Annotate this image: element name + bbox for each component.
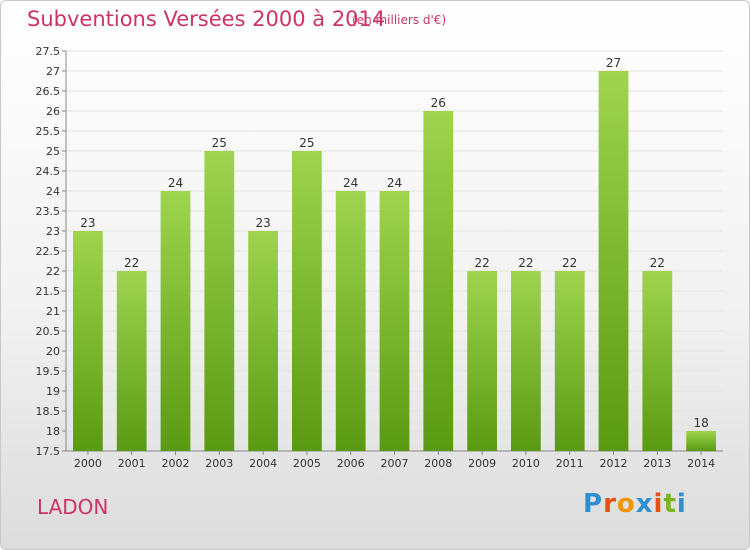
x-tick-label-2000: 2000 [74, 457, 102, 470]
bar-2003 [204, 151, 235, 451]
y-tick-label: 21.5 [36, 285, 61, 298]
x-tick-label-2005: 2005 [293, 457, 321, 470]
bar-2000 [73, 231, 103, 451]
y-tick-label: 21 [46, 305, 60, 318]
bar-2013 [642, 271, 673, 451]
y-tick-label: 25 [46, 145, 60, 158]
value-label-2009: 22 [474, 256, 489, 270]
logo-letter: i [676, 489, 687, 519]
x-tick-label-2014: 2014 [687, 457, 715, 470]
logo-letter: t [663, 489, 677, 519]
x-tick-label-2002: 2002 [162, 457, 190, 470]
x-tick-label-2008: 2008 [424, 457, 452, 470]
y-tick-label: 26 [46, 105, 60, 118]
x-tick-label-2003: 2003 [205, 457, 233, 470]
y-tick-label: 20.5 [36, 325, 61, 338]
chart-subtitle: (en milliers d'€) [352, 13, 447, 27]
bars [73, 71, 716, 451]
y-tick-label: 25.5 [36, 125, 61, 138]
x-tick-label-2004: 2004 [249, 457, 277, 470]
y-tick-label: 24 [46, 185, 60, 198]
x-tick-label-2013: 2013 [643, 457, 671, 470]
value-label-2003: 25 [212, 136, 227, 150]
y-tick-label: 26.5 [36, 85, 61, 98]
y-tick-label: 24.5 [36, 165, 61, 178]
bar-2001 [116, 271, 147, 451]
bar-2004 [248, 231, 278, 451]
y-tick-label: 23.5 [36, 205, 61, 218]
value-label-2011: 22 [562, 256, 577, 270]
y-tick-label: 27 [46, 65, 60, 78]
value-label-2010: 22 [518, 256, 533, 270]
value-label-2001: 22 [124, 256, 139, 270]
value-label-2008: 26 [431, 96, 446, 110]
value-label-2002: 24 [168, 176, 183, 190]
value-label-2004: 23 [255, 216, 270, 230]
y-tick-label: 18.5 [36, 405, 61, 418]
bar-2008 [423, 111, 454, 451]
y-tick-label: 27.5 [36, 45, 61, 58]
y-tick-label: 22 [46, 265, 60, 278]
value-label-2012: 27 [606, 56, 621, 70]
tick-labels: 17.5 18 18.5 19 19.5 20 20.5 21 21.5 22 22.5 23 23.5… [36, 45, 716, 470]
x-tick-label-2006: 2006 [337, 457, 365, 470]
bar-2005 [292, 151, 322, 451]
value-label-2014: 18 [693, 416, 708, 430]
y-tick-label: 20 [46, 345, 60, 358]
value-label-2013: 22 [650, 256, 665, 270]
x-tick-label-2012: 2012 [600, 457, 628, 470]
bar-2002 [160, 191, 191, 451]
y-tick-label: 18 [46, 425, 60, 438]
logo-letter: i [653, 489, 664, 519]
logo-letter: P [583, 489, 604, 519]
value-label-2007: 24 [387, 176, 402, 190]
logo-letter: r [603, 489, 617, 519]
bar-2006 [335, 191, 366, 451]
proxiti-logo[interactable]: Proxiti [583, 489, 687, 519]
bar-2011 [554, 271, 585, 451]
chart-title: Subventions Versées 2000 à 2014 [27, 7, 386, 31]
bar-2012 [598, 71, 629, 451]
bar-2010 [511, 271, 541, 451]
y-tick-label: 19 [46, 385, 60, 398]
value-label-2005: 25 [299, 136, 314, 150]
bar-2009 [467, 271, 497, 451]
x-tick-label-2010: 2010 [512, 457, 540, 470]
bar-2007 [379, 191, 410, 451]
y-tick-label: 17.5 [36, 445, 61, 458]
commune-name: LADON [37, 495, 109, 519]
y-tick-label: 23 [46, 225, 60, 238]
value-labels: 23 22 24 25 23 25 24 24 26 22 22 22 27 22 18 [80, 56, 708, 430]
bar-2014 [686, 431, 716, 451]
value-label-2000: 23 [80, 216, 95, 230]
logo-letter: x [635, 489, 654, 519]
logo-letter: o [616, 489, 636, 519]
x-tick-label-2007: 2007 [381, 457, 409, 470]
x-tick-label-2011: 2011 [556, 457, 584, 470]
y-tick-label: 19.5 [36, 365, 61, 378]
x-tick-label-2009: 2009 [468, 457, 496, 470]
y-tick-label: 22.5 [36, 245, 61, 258]
value-label-2006: 24 [343, 176, 358, 190]
x-tick-label-2001: 2001 [118, 457, 146, 470]
